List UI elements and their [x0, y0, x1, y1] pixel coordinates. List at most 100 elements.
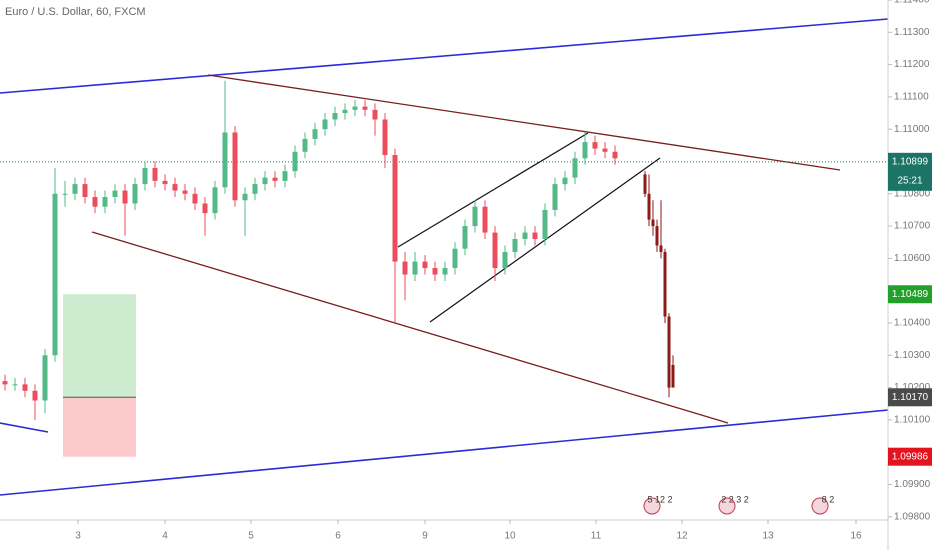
event-label: 8 2 — [822, 494, 835, 504]
y-tick-label: 1.11100 — [894, 92, 929, 103]
candle-body — [522, 232, 528, 240]
candle-body — [262, 177, 268, 185]
candle-body — [152, 167, 158, 181]
countdown: 25:21 — [897, 175, 922, 186]
candle-body — [402, 261, 408, 275]
candle-body — [655, 226, 659, 246]
candle-body — [372, 109, 378, 120]
candle-body — [302, 138, 308, 152]
candle-body — [532, 232, 538, 240]
x-tick-label: 9 — [422, 531, 428, 542]
candle-body — [142, 167, 148, 185]
x-tick-label: 6 — [335, 531, 341, 542]
candle-body — [172, 184, 178, 191]
candle-body — [422, 261, 428, 269]
candle-body — [592, 142, 598, 149]
candle-body — [442, 268, 448, 275]
event-icon — [643, 497, 661, 515]
y-tick-label: 1.11400 — [894, 0, 930, 6]
candle-body — [647, 193, 651, 220]
event-icon — [811, 497, 829, 515]
candle-body — [192, 193, 198, 204]
price-marker-label: 1.10170 — [892, 392, 929, 403]
candle-body — [232, 132, 238, 201]
event-label: 2 2 3 2 — [721, 494, 749, 504]
candle-body — [332, 113, 338, 120]
candle-body — [22, 384, 28, 391]
price-marker-label: 1.10489 — [892, 289, 929, 300]
y-tick-label: 1.10400 — [894, 318, 931, 329]
y-tick-label: 1.10800 — [894, 188, 931, 199]
candle-body — [92, 197, 98, 207]
y-tick-label: 1.11300 — [894, 27, 930, 38]
y-tick-label: 1.09800 — [894, 511, 931, 522]
candle-body — [602, 148, 608, 152]
candle-body — [2, 381, 8, 385]
x-tick-label: 3 — [75, 531, 81, 542]
candle-body — [102, 197, 108, 207]
candle-body — [651, 219, 655, 227]
candle-body — [342, 109, 348, 114]
y-tick-label: 1.11000 — [894, 124, 930, 135]
plot-area — [0, 18, 889, 496]
candle-body — [612, 151, 618, 159]
y-tick-label: 1.09900 — [894, 479, 931, 490]
candle-body — [392, 155, 398, 262]
candle-body — [663, 251, 667, 317]
candle-body — [42, 355, 48, 401]
x-tick-label: 11 — [591, 531, 602, 542]
price-marker — [888, 447, 932, 466]
candle-body — [452, 248, 458, 269]
candle-body — [472, 206, 478, 227]
x-tick-label: 16 — [850, 531, 862, 542]
candle-body — [492, 232, 498, 269]
candle-body — [659, 245, 663, 252]
candle-body — [667, 316, 671, 388]
trend-line — [0, 409, 889, 496]
candle-body — [482, 206, 488, 233]
candle-body — [222, 132, 228, 188]
x-tick-label: 10 — [504, 531, 516, 542]
chart-title: Euro / U.S. Dollar, 60, FXCM — [5, 6, 146, 18]
candle-body — [282, 171, 288, 181]
event-label: 5 12 2 — [647, 494, 672, 504]
candle-body — [162, 180, 168, 185]
candle-body — [312, 129, 318, 139]
candle-body — [212, 187, 218, 214]
candle-body — [562, 177, 568, 185]
candle-body — [32, 390, 38, 401]
x-tick-label: 13 — [762, 531, 774, 542]
trend-line — [0, 422, 49, 433]
candle-body — [72, 184, 78, 194]
candle-body — [182, 190, 188, 194]
price-marker-label: 1.09986 — [892, 451, 929, 462]
candle-body — [542, 209, 548, 240]
x-tick-label: 4 — [162, 531, 168, 542]
y-tick-label: 1.10300 — [894, 350, 931, 361]
candle-body — [242, 193, 248, 201]
candle-body — [352, 106, 358, 110]
candle-body — [82, 184, 88, 198]
candle-body — [292, 151, 298, 172]
loss-zone — [63, 397, 136, 457]
candle-body — [132, 184, 138, 204]
candle-body — [322, 119, 328, 130]
candle-body — [272, 177, 278, 181]
candle-body — [572, 158, 578, 178]
trend-line — [91, 231, 729, 424]
candle-body — [512, 239, 518, 252]
x-tick-label: 5 — [248, 531, 254, 542]
trend-line — [207, 74, 841, 171]
candle-body — [582, 142, 588, 159]
trend-line — [0, 18, 889, 94]
candle-body — [552, 184, 558, 210]
candle-body — [462, 226, 468, 249]
candle-body — [122, 190, 128, 204]
price-marker-label: 1.10899 — [892, 156, 929, 167]
channel-line — [397, 132, 589, 248]
candle-body — [643, 174, 647, 194]
candle-body — [62, 193, 68, 195]
candle-body — [382, 119, 388, 156]
price-marker — [888, 285, 932, 304]
